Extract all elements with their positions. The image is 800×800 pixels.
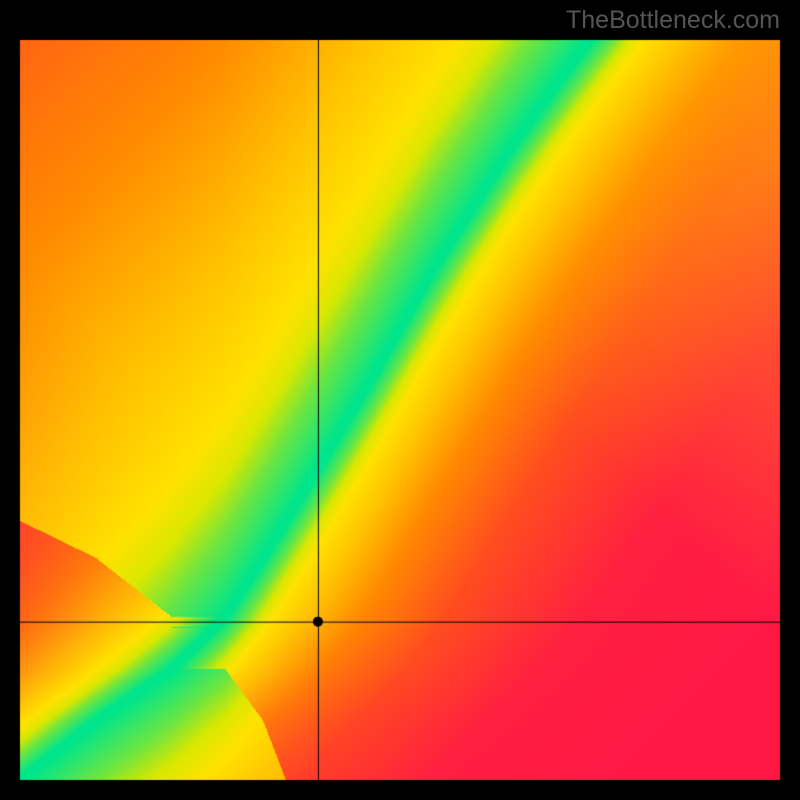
bottleneck-heatmap xyxy=(0,0,800,800)
watermark-text: TheBottleneck.com xyxy=(566,6,780,35)
